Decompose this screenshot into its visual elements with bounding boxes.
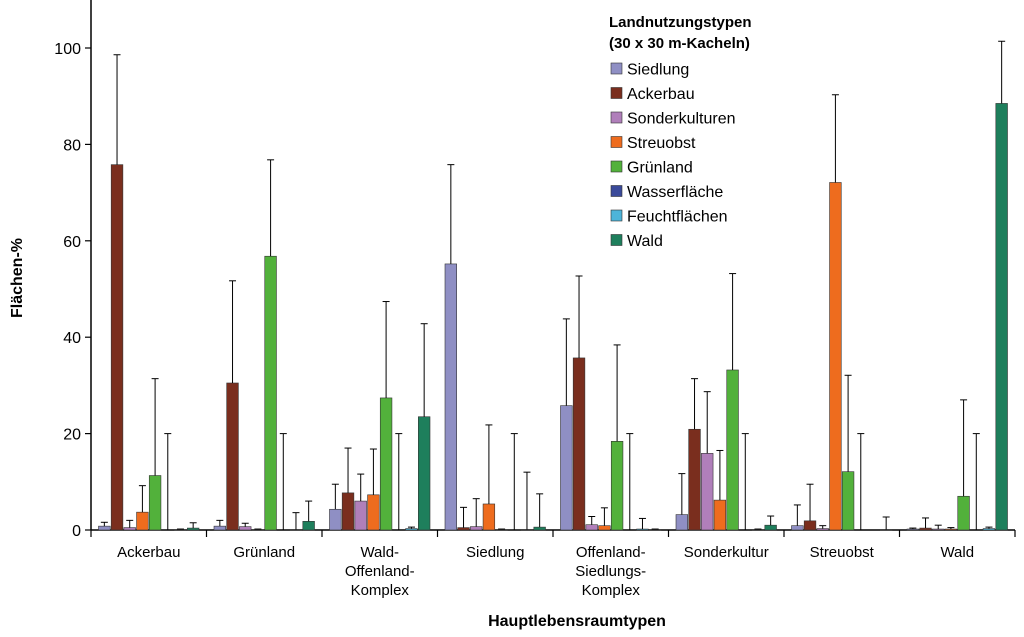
bar-ackerbau-2 — [341, 492, 355, 531]
legend-swatch — [610, 136, 623, 148]
bar-streuobst-2 — [367, 494, 380, 531]
bar-feuchtfl-chen-4 — [636, 528, 649, 531]
bar-siedlung-6 — [791, 525, 804, 531]
bar-gr-nland-7 — [957, 495, 970, 531]
legend-label: Siedlung — [627, 62, 689, 79]
category-label: Grünland — [233, 544, 295, 561]
bar-gr-nland-2 — [379, 397, 393, 531]
x-axis-title: Hauptlebensraumtypen — [488, 613, 666, 630]
bar-sonderkulturen-6 — [816, 528, 829, 531]
axes: 0 20 40 60 80 100 — [54, 0, 1016, 540]
legend-label: Ackerbau — [627, 86, 695, 103]
category-label: Wald-Offenland-Komplex — [345, 544, 415, 599]
category-label: Offenland-Siedlungs-Komplex — [575, 544, 646, 599]
bar-ackerbau-7 — [919, 527, 932, 531]
bar-sonderkulturen-3 — [470, 526, 483, 531]
bar-sonderkulturen-5 — [701, 453, 714, 531]
bar-ackerbau-1 — [226, 382, 239, 531]
bar-streuobst-3 — [482, 503, 496, 531]
bar-sonderkulturen-1 — [239, 526, 252, 531]
bar-gr-nland-5 — [726, 369, 739, 531]
bar-sonderkulturen-0 — [123, 527, 136, 531]
bar-feuchtfl-chen-2 — [405, 528, 418, 531]
legend-label: Grünland — [627, 160, 693, 177]
bar-sonderkulturen-7 — [932, 528, 945, 531]
bar-ackerbau-0 — [110, 164, 124, 531]
legend-swatch — [610, 62, 623, 75]
bar-wald-0 — [187, 527, 200, 531]
legend-subtitle: (30 x 30 m-Kacheln) — [609, 35, 750, 52]
legend-swatch — [610, 160, 623, 173]
bar-sonderkulturen-2 — [354, 500, 367, 531]
bar-streuobst-6 — [829, 182, 842, 531]
category-label: Ackerbau — [117, 544, 180, 561]
legend-label: Wald — [627, 233, 663, 250]
bar-wald-2 — [418, 416, 431, 531]
legend-swatch — [610, 111, 623, 124]
bar-wald-5 — [764, 524, 777, 531]
category-label: Sonderkultur — [684, 544, 769, 561]
error-bars — [100, 40, 1006, 530]
bar-siedlung-7 — [906, 528, 919, 531]
legend-swatch — [610, 234, 623, 246]
y-tick-label: 20 — [63, 427, 81, 444]
legend-swatch — [610, 209, 623, 222]
bar-wald-1 — [302, 521, 315, 531]
bar-gr-nland-4 — [610, 441, 624, 531]
bar-ackerbau-6 — [803, 520, 817, 531]
category-label: Streuobst — [810, 544, 875, 561]
legend-swatch — [610, 87, 623, 99]
bar-gr-nland-0 — [148, 475, 162, 531]
bar-streuobst-7 — [944, 528, 958, 531]
bar-ackerbau-4 — [572, 357, 586, 531]
bars — [98, 103, 1008, 531]
bar-siedlung-4 — [560, 405, 573, 531]
bar-wald-3 — [533, 526, 546, 531]
bar-siedlung-5 — [675, 514, 688, 531]
bar-siedlung-1 — [213, 525, 226, 531]
y-tick-label: 40 — [63, 330, 81, 347]
bar-siedlung-0 — [98, 525, 111, 531]
bar-gr-nland-1 — [264, 255, 277, 531]
legend: Landnutzungstypen (30 x 30 m-Kacheln) Sied… — [609, 14, 752, 250]
y-tick-label: 0 — [72, 523, 81, 540]
bar-sonderkulturen-4 — [585, 524, 598, 531]
bar-wald-7 — [995, 103, 1008, 531]
bar-ackerbau-5 — [688, 428, 701, 531]
legend-label: Feuchtflächen — [627, 209, 728, 226]
y-tick-label: 60 — [63, 234, 81, 251]
legend-label: Wasserfläche — [627, 184, 723, 201]
legend-title: Landnutzungstypen — [609, 14, 752, 31]
bar-feuchtfl-chen-7 — [982, 528, 996, 531]
category-label: Wald — [940, 544, 974, 561]
y-axis-title: Flächen-% — [9, 238, 26, 318]
bar-siedlung-3 — [444, 263, 457, 531]
y-tick-label: 80 — [63, 137, 81, 154]
legend-label: Streuobst — [627, 135, 696, 152]
bar-siedlung-2 — [329, 508, 342, 531]
bar-gr-nland-6 — [841, 471, 855, 531]
bar-streuobst-4 — [598, 525, 611, 531]
bar-ackerbau-3 — [457, 527, 470, 531]
legend-label: Sonderkulturen — [627, 111, 736, 128]
y-tick-label: 100 — [54, 41, 81, 58]
category-label: Siedlung — [466, 544, 524, 561]
bar-streuobst-5 — [713, 499, 727, 531]
category-labels: Ackerbau Grünland Wald-Offenland-Komplex Si… — [117, 544, 974, 599]
legend-swatch — [610, 185, 623, 197]
bar-streuobst-0 — [136, 511, 149, 531]
